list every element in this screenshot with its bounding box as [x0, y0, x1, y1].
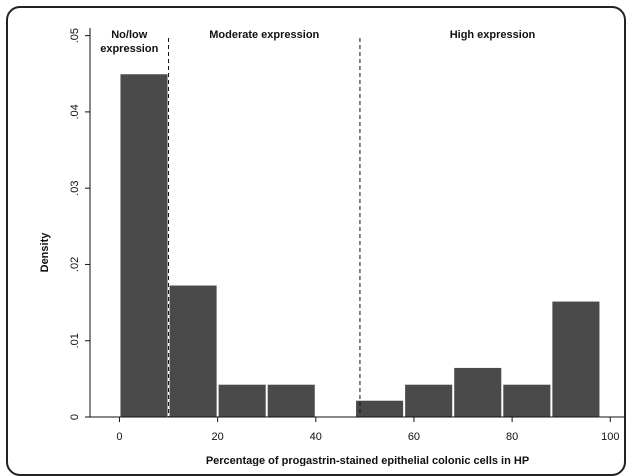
region-label-1: Moderate expression	[209, 29, 319, 41]
y-tick-label-5: .05	[69, 28, 81, 43]
histogram-bar-6	[453, 366, 503, 418]
histogram-bar-3	[266, 383, 316, 418]
x-tick-label-4: 80	[506, 431, 518, 443]
histogram-chart: 0 .01 .02 .03 .04 .05 0 20 40 60 80 100 No/low expres…	[39, 28, 625, 466]
histogram-bar-8	[551, 300, 601, 418]
x-axis-title: Percentage of progastrin-stained epithel…	[206, 455, 529, 466]
region-label-2: High expression	[450, 29, 536, 41]
region-label-0-line-0: No/low	[111, 29, 147, 41]
histogram-bar-7	[502, 383, 552, 418]
y-tick-label-2: .02	[69, 257, 81, 272]
histogram-bar-5	[404, 383, 454, 418]
y-tick-label-4: .04	[69, 104, 81, 119]
histogram-bar-4	[355, 399, 405, 418]
histogram-bar-1	[168, 284, 218, 418]
x-tick-label-3: 60	[408, 431, 420, 443]
histogram-bar-0	[119, 73, 169, 418]
y-tick-label-0: 0	[69, 414, 81, 420]
region-label-0-line-1: expression	[100, 43, 158, 55]
x-tick-label-0: 0	[116, 431, 122, 443]
x-tick-label-5: 100	[601, 431, 619, 443]
x-tick-label-2: 40	[310, 431, 322, 443]
x-tick-label-1: 20	[211, 431, 223, 443]
y-tick-label-1: .01	[69, 333, 81, 348]
plot-area: 0 .01 .02 .03 .04 .05 0 20 40 60 80 100 No/low expres…	[39, 28, 625, 466]
histogram-bar-2	[217, 383, 267, 418]
y-axis-title: Density	[39, 232, 51, 273]
y-tick-label-3: .03	[69, 181, 81, 196]
